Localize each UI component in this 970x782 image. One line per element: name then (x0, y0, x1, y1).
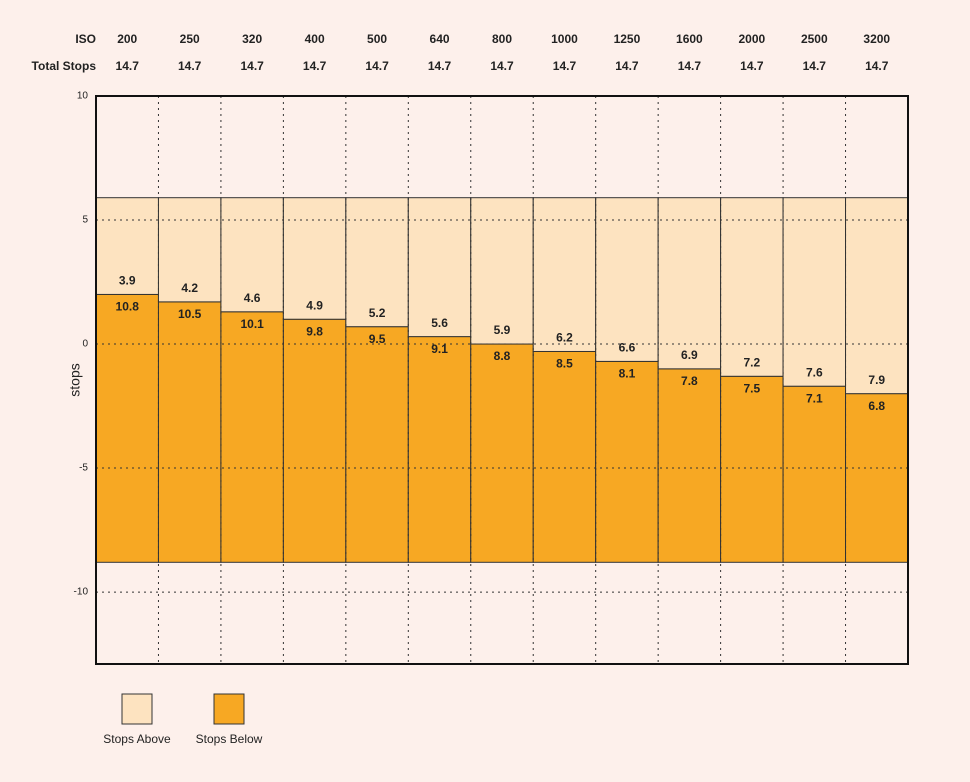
value-label: 8.8 (494, 349, 511, 363)
bar-segment (157, 197, 222, 303)
y-tick-label: -5 (79, 463, 88, 474)
total-stops: 14.7 (240, 59, 264, 73)
value-label: 7.1 (806, 391, 823, 405)
total-stops: 14.7 (303, 59, 327, 73)
value-label: 4.2 (181, 281, 198, 295)
value-label: 5.6 (431, 316, 448, 330)
total-stops: 14.7 (116, 59, 140, 73)
x-tick-label: 1600 (676, 32, 703, 46)
value-label: 5.2 (369, 306, 386, 320)
bar-segment (282, 197, 347, 320)
x-tick-label: 800 (492, 32, 512, 46)
bar-segment (470, 343, 534, 563)
total-stops: 14.7 (865, 59, 889, 73)
value-label: 6.8 (868, 399, 885, 413)
total-stops: 14.7 (740, 59, 764, 73)
bar-segment (595, 197, 659, 362)
bar-segment (720, 375, 784, 563)
y-axis-label: stops (67, 363, 83, 396)
value-label: 9.8 (306, 324, 323, 338)
value-label: 7.9 (868, 373, 885, 387)
value-label: 7.2 (744, 355, 761, 369)
x-tick-label: 200 (117, 32, 137, 46)
row-label: ISO (75, 32, 96, 46)
x-tick-label: 1250 (614, 32, 641, 46)
total-stops: 14.7 (803, 59, 827, 73)
row-label: Total Stops (32, 59, 97, 73)
bar-segment (220, 311, 284, 563)
total-stops: 14.7 (178, 59, 202, 73)
value-label: 10.5 (178, 307, 202, 321)
bar-segment (345, 197, 409, 328)
bar-segment (282, 318, 347, 563)
y-tick-label: 5 (82, 215, 88, 226)
value-label: 8.1 (619, 367, 636, 381)
value-label: 10.8 (116, 300, 140, 314)
bar-segment (95, 197, 159, 295)
x-tick-label: 250 (180, 32, 200, 46)
bar-segment (657, 197, 722, 370)
total-stops: 14.7 (615, 59, 639, 73)
x-tick-label: 1000 (551, 32, 578, 46)
x-tick-label: 500 (367, 32, 387, 46)
value-label: 4.9 (306, 298, 323, 312)
x-tick-label: 2500 (801, 32, 828, 46)
x-tick-label: 3200 (863, 32, 890, 46)
legend-label: Stops Above (103, 732, 171, 746)
bar-segment (845, 197, 909, 395)
value-label: 6.6 (619, 341, 636, 355)
plot-frame (95, 95, 909, 665)
value-label: 8.5 (556, 357, 573, 371)
bar-segment (157, 301, 222, 563)
total-stops: 14.7 (553, 59, 577, 73)
value-label: 7.6 (806, 365, 823, 379)
bar-segment (532, 350, 597, 563)
bar-segment (532, 197, 597, 352)
bar-segment (407, 336, 472, 563)
y-tick-label: 10 (77, 91, 89, 102)
value-label: 6.2 (556, 331, 573, 345)
bar-segment (345, 326, 409, 563)
total-stops: 14.7 (490, 59, 514, 73)
bar-segment (220, 197, 284, 313)
total-stops: 14.7 (678, 59, 702, 73)
legend-swatch (121, 693, 153, 725)
legend-swatch (213, 693, 245, 725)
bar-segment (782, 385, 847, 563)
value-label: 4.6 (244, 291, 261, 305)
bar-segment (95, 293, 159, 563)
legend-label: Stops Below (196, 732, 263, 746)
bar-segment (595, 360, 659, 563)
value-label: 3.9 (119, 274, 136, 288)
bar-segment (407, 197, 472, 338)
bar-segment (470, 197, 534, 345)
value-label: 9.1 (431, 342, 448, 356)
y-tick-label: -10 (74, 587, 89, 598)
total-stops: 14.7 (428, 59, 452, 73)
x-tick-label: 2000 (738, 32, 765, 46)
total-stops: 14.7 (365, 59, 389, 73)
value-label: 7.8 (681, 374, 698, 388)
x-tick-label: 640 (430, 32, 450, 46)
value-label: 9.5 (369, 332, 386, 346)
bar-segment (657, 368, 722, 563)
y-tick-label: 0 (82, 339, 88, 350)
value-label: 6.9 (681, 348, 698, 362)
value-label: 10.1 (240, 317, 264, 331)
x-tick-label: 320 (242, 32, 262, 46)
bar-segment (720, 197, 784, 377)
value-label: 7.5 (744, 381, 761, 395)
bar-segment (782, 197, 847, 387)
bar-segment (845, 393, 909, 563)
value-label: 5.9 (494, 323, 511, 337)
x-tick-label: 400 (305, 32, 325, 46)
